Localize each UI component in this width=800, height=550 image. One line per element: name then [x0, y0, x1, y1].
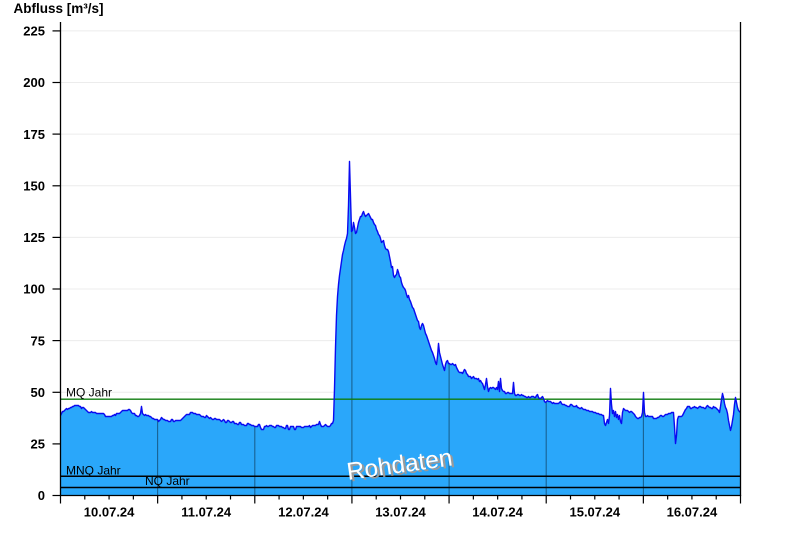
svg-text:15.07.24: 15.07.24 — [569, 504, 620, 519]
svg-text:16.07.24: 16.07.24 — [667, 504, 718, 519]
svg-text:0: 0 — [38, 488, 45, 503]
svg-text:125: 125 — [23, 230, 45, 245]
svg-text:NQ Jahr: NQ Jahr — [145, 474, 190, 488]
svg-text:100: 100 — [23, 282, 45, 297]
svg-text:13.07.24: 13.07.24 — [375, 504, 426, 519]
svg-text:MNQ Jahr: MNQ Jahr — [66, 464, 121, 478]
svg-text:MQ Jahr: MQ Jahr — [66, 386, 112, 400]
svg-text:75: 75 — [31, 333, 45, 348]
svg-text:175: 175 — [23, 127, 45, 142]
svg-text:12.07.24: 12.07.24 — [278, 504, 329, 519]
svg-text:200: 200 — [23, 75, 45, 90]
svg-text:Abfluss [m³/s]: Abfluss [m³/s] — [14, 1, 104, 16]
svg-text:11.07.24: 11.07.24 — [181, 504, 232, 519]
svg-text:14.07.24: 14.07.24 — [472, 504, 523, 519]
svg-text:225: 225 — [23, 24, 45, 39]
svg-text:10.07.24: 10.07.24 — [84, 504, 135, 519]
svg-text:150: 150 — [23, 179, 45, 194]
svg-text:25: 25 — [31, 437, 45, 452]
svg-text:50: 50 — [31, 385, 45, 400]
